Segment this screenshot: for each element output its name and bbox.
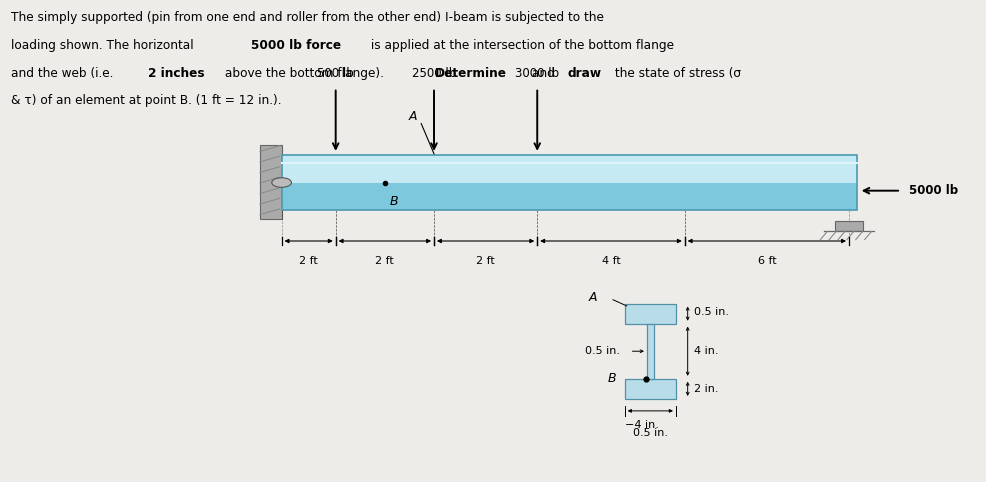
Bar: [835, 221, 863, 231]
Bar: [625, 304, 675, 324]
Text: loading shown. The horizontal: loading shown. The horizontal: [11, 39, 198, 52]
Text: B: B: [389, 196, 398, 209]
Bar: [282, 155, 857, 183]
Text: B: B: [607, 372, 616, 385]
Text: 6 ft: 6 ft: [757, 256, 776, 267]
Bar: [282, 183, 857, 210]
Text: 0.5 in.: 0.5 in.: [693, 307, 729, 317]
Text: 5000 lb: 5000 lb: [909, 184, 958, 197]
Text: is applied at the intersection of the bottom flange: is applied at the intersection of the bo…: [367, 39, 674, 52]
Text: Determine: Determine: [436, 67, 508, 80]
Text: 4 ft: 4 ft: [601, 256, 620, 267]
Bar: [282, 155, 857, 210]
Bar: [625, 379, 675, 399]
Text: the state of stress (σ: the state of stress (σ: [611, 67, 741, 80]
Text: 500 lb: 500 lb: [317, 67, 354, 80]
Text: and the web (i.e.: and the web (i.e.: [11, 67, 117, 80]
Text: 2 ft: 2 ft: [300, 256, 318, 267]
Text: 2 ft: 2 ft: [376, 256, 394, 267]
Text: 3000 lb: 3000 lb: [515, 67, 559, 80]
Text: above the bottom flange).: above the bottom flange).: [221, 67, 387, 80]
Text: & τ) of an element at point B. (1 ft = 12 in.).: & τ) of an element at point B. (1 ft = 1…: [11, 94, 282, 107]
Text: A: A: [589, 291, 598, 304]
Text: 0.5 in.: 0.5 in.: [585, 346, 620, 356]
Text: 5000 lb force: 5000 lb force: [251, 39, 341, 52]
Bar: [260, 145, 282, 219]
Bar: [647, 324, 654, 379]
Text: 2 ft: 2 ft: [476, 256, 495, 267]
Text: A: A: [409, 110, 418, 123]
Text: −4 in.: −4 in.: [625, 419, 659, 429]
Text: 0.5 in.: 0.5 in.: [633, 428, 668, 438]
Circle shape: [272, 178, 292, 187]
Text: 4 in.: 4 in.: [693, 346, 718, 356]
Text: 2 inches: 2 inches: [148, 67, 204, 80]
Text: 2500 lb: 2500 lb: [412, 67, 457, 80]
Text: 2 in.: 2 in.: [693, 384, 718, 394]
Text: and: and: [528, 67, 559, 80]
Text: The simply supported (pin from one end and roller from the other end) I-beam is : The simply supported (pin from one end a…: [11, 11, 604, 24]
Text: draw: draw: [568, 67, 601, 80]
